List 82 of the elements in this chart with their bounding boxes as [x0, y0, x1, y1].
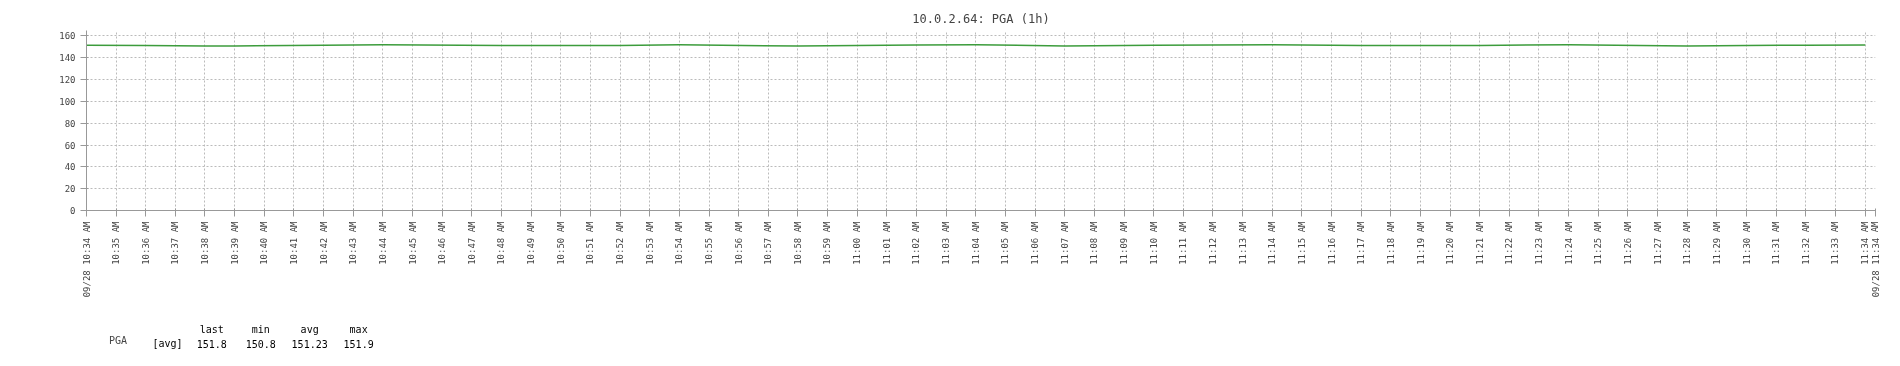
x-tick-label: 11:11 AM [1178, 220, 1189, 265]
x-tick-label: 11:04 AM [970, 220, 981, 265]
x-tick-label: 10:39 AM [229, 220, 240, 265]
y-tick-label: 0 [70, 206, 76, 216]
x-tick-label: 10:40 AM [259, 220, 270, 265]
y-tick-label: 140 [59, 53, 76, 64]
text: max [349, 324, 368, 335]
text: 151.23 [291, 338, 328, 350]
x-tick-label: 11:12 AM [1207, 220, 1218, 265]
x-tick-label: 10:55 AM [704, 220, 715, 265]
x-tick-label: 10:57 AM [763, 220, 774, 265]
x-tick-label: 10:43 AM [348, 220, 359, 265]
y-tick-label: 160 [59, 31, 76, 42]
x-tick-label: 11:09 AM [1119, 220, 1130, 265]
x-tick-label: 11:30 AM [1741, 220, 1752, 265]
x-tick-label: 10:36 AM [140, 220, 151, 265]
x-tick-label: 11:00 AM [852, 220, 863, 265]
x-tick-label: 11:06 AM [1030, 220, 1041, 265]
x-tick-label: 11:03 AM [941, 220, 952, 265]
x-tick-label: 11:16 AM [1326, 220, 1337, 265]
x-tick-label: 09/28 11:34 AM [1870, 220, 1881, 298]
x-tick-label: 10:49 AM [526, 220, 537, 265]
y-tick-label: 20 [64, 184, 76, 195]
x-tick-label: 10:45 AM [407, 220, 418, 265]
x-tick-label: 11:27 AM [1652, 220, 1663, 265]
chart-title: 10.0.2.64: PGA (1h) [912, 11, 1050, 26]
x-tick-label: 10:56 AM [733, 220, 744, 265]
x-tick-label: 11:01 AM [881, 220, 892, 265]
x-tick-label: 10:46 AM [437, 220, 448, 265]
x-tick-label: 11:31 AM [1771, 220, 1782, 265]
y-tick-label: 100 [59, 96, 76, 107]
x-tick-label: 11:34 AM [1860, 220, 1871, 265]
x-tick-label: 11:17 AM [1356, 220, 1367, 265]
x-tick-label: 11:19 AM [1415, 220, 1426, 265]
x-tick-label: 11:23 AM [1533, 220, 1544, 265]
text: [avg] [152, 338, 183, 349]
x-tick-label: 11:20 AM [1445, 220, 1456, 265]
x-tick-label: 10:54 AM [674, 220, 685, 265]
x-tick-label: 10:58 AM [792, 220, 803, 265]
x-tick-label: 11:14 AM [1267, 220, 1278, 265]
x-tick-label: 11:26 AM [1622, 220, 1633, 265]
x-tick-label: 10:35 AM [111, 220, 122, 265]
x-tick-label: 10:42 AM [318, 220, 329, 265]
text: 151.9 [343, 338, 374, 350]
x-tick-label: 11:29 AM [1711, 220, 1722, 265]
x-tick-label: 11:24 AM [1563, 220, 1574, 265]
text: min [251, 324, 270, 335]
text: last [199, 324, 224, 335]
x-tick-label: 10:47 AM [466, 220, 477, 265]
y-tick-label: 80 [64, 118, 76, 129]
x-tick-label: 09/28 10:34 AM [81, 220, 92, 298]
x-tick-label: 11:21 AM [1474, 220, 1485, 265]
x-tick-label: 10:37 AM [170, 220, 181, 265]
text: 150.8 [245, 338, 276, 350]
x-tick-label: 11:22 AM [1504, 220, 1515, 265]
x-tick-label: 10:44 AM [377, 220, 388, 265]
x-tick-label: 10:52 AM [615, 220, 626, 265]
x-tick-label: 11:05 AM [1000, 220, 1011, 265]
x-tick-label: 11:28 AM [1682, 220, 1693, 265]
text: avg [300, 324, 319, 335]
x-tick-label: 11:15 AM [1296, 220, 1307, 265]
x-tick-label: 11:33 AM [1830, 220, 1841, 265]
x-tick-label: 11:10 AM [1148, 220, 1159, 265]
y-tick-label: 120 [59, 75, 76, 86]
x-tick-label: 11:08 AM [1089, 220, 1100, 265]
y-tick-label: 60 [64, 140, 76, 151]
y-tick-label: 40 [64, 162, 76, 173]
x-tick-label: 10:48 AM [496, 220, 507, 265]
x-tick-label: 10:50 AM [555, 220, 566, 265]
x-tick-label: 11:18 AM [1385, 220, 1396, 265]
x-tick-label: 10:53 AM [644, 220, 655, 265]
text: PGA [109, 334, 129, 346]
x-tick-label: 10:51 AM [585, 220, 596, 265]
text: 151.8 [196, 338, 227, 350]
x-tick-label: 11:07 AM [1059, 220, 1070, 265]
x-tick-label: 10:38 AM [199, 220, 210, 265]
x-tick-label: 11:02 AM [911, 220, 922, 265]
x-tick-label: 11:13 AM [1237, 220, 1248, 265]
x-tick-label: 10:41 AM [288, 220, 299, 265]
x-tick-label: 11:32 AM [1800, 220, 1811, 265]
x-tick-label: 11:25 AM [1593, 220, 1604, 265]
x-tick-label: 10:59 AM [822, 220, 833, 265]
